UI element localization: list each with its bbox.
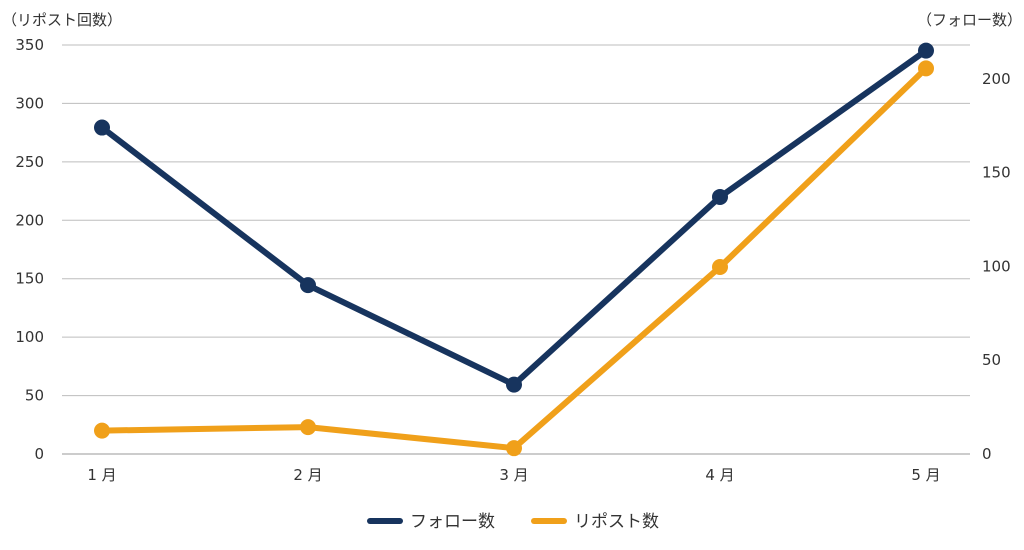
data-point bbox=[506, 376, 522, 393]
legend: フォロー数 リポスト数 bbox=[367, 512, 659, 532]
gridlines bbox=[62, 44, 970, 455]
x-tick-label: 3 月 bbox=[499, 466, 528, 484]
data-point bbox=[300, 277, 316, 294]
data-point bbox=[94, 119, 110, 136]
legend-label: リポスト数 bbox=[574, 512, 659, 532]
left-tick-label: 250 bbox=[15, 153, 44, 171]
series-line bbox=[99, 47, 929, 388]
right-axis-ticks: 0 50 100 150 200 bbox=[982, 70, 1011, 463]
x-axis-ticks: 1 月 2 月 3 月 4 月 5 月 bbox=[87, 466, 940, 484]
left-axis-title: （リポスト回数） bbox=[2, 11, 122, 29]
series-lines bbox=[94, 42, 934, 457]
x-tick-label: 5 月 bbox=[911, 466, 940, 484]
data-point bbox=[300, 419, 316, 436]
left-tick-label: 50 bbox=[25, 387, 44, 405]
right-axis-title: （フォロー数） bbox=[917, 11, 1022, 29]
left-tick-label: 300 bbox=[15, 94, 44, 112]
right-tick-label: 150 bbox=[982, 164, 1011, 182]
left-tick-label: 100 bbox=[15, 328, 44, 346]
left-axis-ticks: 0 50 100 150 200 250 300 350 bbox=[15, 36, 44, 463]
right-tick-label: 200 bbox=[982, 70, 1011, 88]
data-point bbox=[506, 440, 522, 457]
x-tick-label: 2 月 bbox=[293, 466, 322, 484]
x-tick-label: 1 月 bbox=[87, 466, 116, 484]
data-point bbox=[918, 60, 934, 77]
left-tick-label: 0 bbox=[34, 445, 44, 463]
left-tick-label: 200 bbox=[15, 211, 44, 229]
right-tick-label: 50 bbox=[982, 351, 1001, 369]
legend-label: フォロー数 bbox=[410, 512, 495, 532]
x-tick-label: 4 月 bbox=[705, 466, 734, 484]
left-tick-label: 150 bbox=[15, 270, 44, 288]
left-tick-label: 350 bbox=[15, 36, 44, 54]
right-tick-label: 0 bbox=[982, 445, 992, 463]
data-point bbox=[712, 259, 728, 276]
data-point bbox=[712, 188, 728, 205]
data-point bbox=[918, 42, 934, 59]
data-point bbox=[94, 422, 110, 439]
right-tick-label: 100 bbox=[982, 257, 1011, 275]
